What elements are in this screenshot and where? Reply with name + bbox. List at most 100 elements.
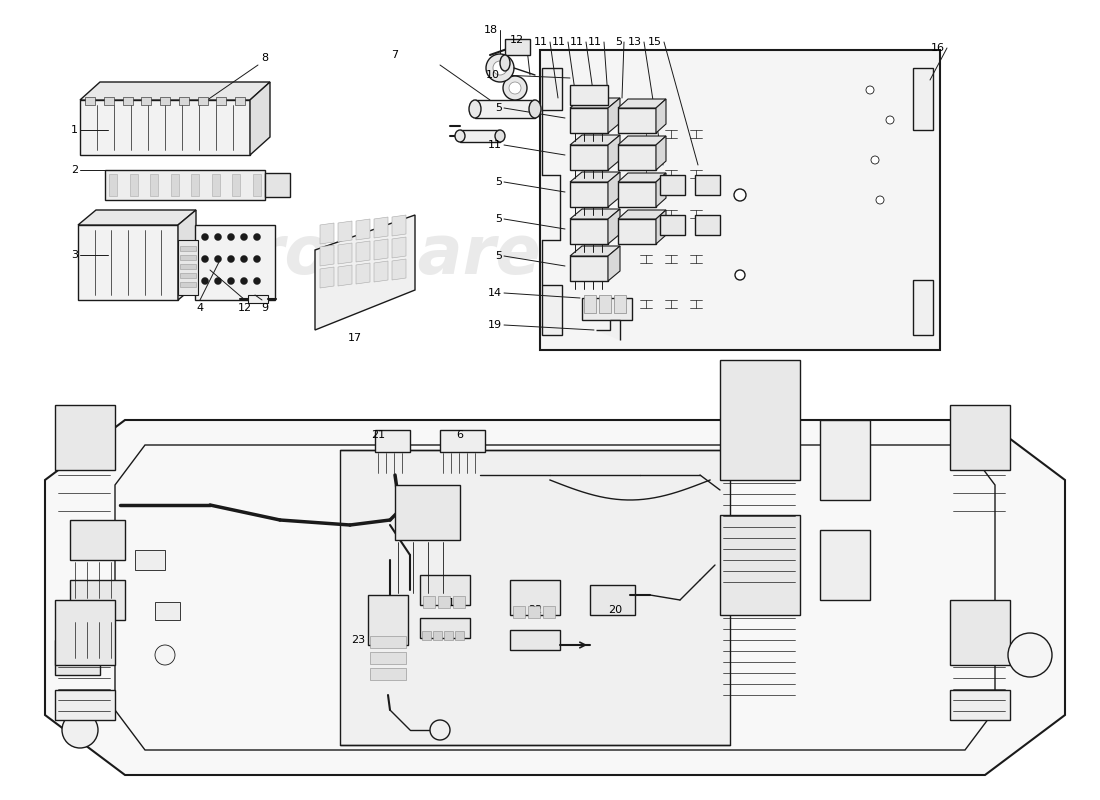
Polygon shape bbox=[608, 172, 620, 207]
Polygon shape bbox=[913, 68, 933, 130]
Ellipse shape bbox=[455, 130, 465, 142]
Bar bbox=[618, 219, 656, 244]
Polygon shape bbox=[392, 237, 406, 258]
Polygon shape bbox=[338, 221, 352, 242]
Text: eurospares: eurospares bbox=[339, 582, 761, 648]
Bar bbox=[440, 430, 485, 452]
Bar bbox=[543, 606, 556, 618]
Bar bbox=[614, 295, 626, 313]
Circle shape bbox=[62, 712, 98, 748]
Polygon shape bbox=[374, 261, 388, 282]
Text: 15: 15 bbox=[648, 37, 662, 47]
Bar bbox=[155, 602, 180, 620]
Text: 10: 10 bbox=[486, 70, 500, 80]
Bar bbox=[570, 219, 608, 244]
Bar bbox=[453, 596, 465, 608]
Text: 3: 3 bbox=[72, 250, 78, 260]
Polygon shape bbox=[656, 210, 666, 244]
Polygon shape bbox=[618, 210, 666, 219]
Bar bbox=[528, 606, 540, 618]
Text: 22: 22 bbox=[528, 605, 542, 615]
Circle shape bbox=[253, 255, 261, 262]
Circle shape bbox=[1008, 633, 1052, 677]
Ellipse shape bbox=[495, 130, 505, 142]
Text: 16: 16 bbox=[931, 43, 945, 53]
Bar bbox=[510, 630, 560, 650]
Polygon shape bbox=[320, 223, 334, 244]
Polygon shape bbox=[618, 173, 666, 182]
Polygon shape bbox=[45, 420, 1065, 775]
Bar bbox=[600, 295, 610, 313]
Polygon shape bbox=[596, 320, 620, 340]
Bar bbox=[180, 273, 196, 278]
Circle shape bbox=[241, 278, 248, 285]
Bar bbox=[590, 585, 635, 615]
Polygon shape bbox=[356, 241, 370, 262]
Polygon shape bbox=[374, 217, 388, 238]
Bar bbox=[510, 580, 560, 615]
Circle shape bbox=[201, 278, 209, 285]
Text: 12: 12 bbox=[510, 35, 524, 45]
Ellipse shape bbox=[529, 100, 541, 118]
Bar bbox=[55, 690, 116, 720]
Bar bbox=[180, 264, 196, 269]
Bar bbox=[78, 225, 178, 300]
Circle shape bbox=[241, 255, 248, 262]
Circle shape bbox=[735, 270, 745, 280]
Polygon shape bbox=[80, 82, 270, 100]
Bar bbox=[180, 282, 196, 287]
Text: 8: 8 bbox=[262, 53, 268, 63]
Polygon shape bbox=[356, 219, 370, 240]
Bar bbox=[720, 360, 800, 480]
Bar bbox=[212, 174, 220, 196]
Polygon shape bbox=[608, 98, 620, 133]
Ellipse shape bbox=[469, 100, 481, 118]
Polygon shape bbox=[913, 280, 933, 335]
Bar bbox=[135, 550, 165, 570]
Bar bbox=[178, 240, 198, 295]
Circle shape bbox=[493, 61, 507, 75]
Bar bbox=[180, 246, 196, 251]
Bar bbox=[55, 405, 116, 470]
Bar bbox=[160, 97, 170, 105]
Text: 11: 11 bbox=[552, 37, 567, 47]
Bar bbox=[695, 175, 721, 195]
Polygon shape bbox=[392, 259, 406, 280]
Text: 2: 2 bbox=[70, 165, 78, 175]
Bar bbox=[370, 652, 406, 664]
Bar bbox=[618, 145, 656, 170]
Circle shape bbox=[509, 82, 521, 94]
Polygon shape bbox=[570, 135, 620, 145]
Text: 19: 19 bbox=[488, 320, 502, 330]
Text: 23: 23 bbox=[351, 635, 365, 645]
Polygon shape bbox=[178, 210, 196, 300]
Circle shape bbox=[886, 116, 894, 124]
Circle shape bbox=[876, 196, 884, 204]
Circle shape bbox=[871, 156, 879, 164]
Bar bbox=[570, 85, 608, 105]
Polygon shape bbox=[392, 215, 406, 236]
Polygon shape bbox=[320, 245, 334, 266]
Text: 5: 5 bbox=[495, 214, 502, 224]
Bar bbox=[570, 182, 608, 207]
Bar bbox=[570, 145, 608, 170]
Bar bbox=[505, 39, 530, 55]
Text: 11: 11 bbox=[488, 140, 502, 150]
Bar bbox=[950, 405, 1010, 470]
Bar bbox=[370, 636, 406, 648]
Bar bbox=[395, 485, 460, 540]
Text: 18: 18 bbox=[484, 25, 498, 35]
Bar bbox=[820, 420, 870, 500]
Bar bbox=[340, 450, 730, 745]
Polygon shape bbox=[78, 210, 196, 225]
Text: 18: 18 bbox=[448, 598, 462, 608]
Bar bbox=[248, 295, 268, 303]
Text: 6: 6 bbox=[456, 430, 463, 440]
Polygon shape bbox=[338, 265, 352, 286]
Bar bbox=[180, 255, 196, 260]
Text: 12: 12 bbox=[238, 303, 252, 313]
Bar bbox=[109, 174, 117, 196]
Bar bbox=[720, 515, 800, 615]
Text: 17: 17 bbox=[348, 333, 362, 343]
Bar bbox=[618, 182, 656, 207]
